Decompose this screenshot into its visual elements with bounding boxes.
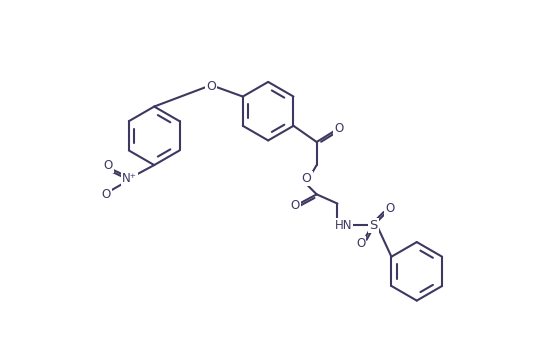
Text: O: O	[385, 202, 394, 215]
Text: HN: HN	[335, 218, 352, 232]
Text: O: O	[102, 188, 111, 201]
Text: O: O	[356, 237, 365, 250]
Text: N⁺: N⁺	[122, 172, 137, 185]
Text: O: O	[206, 80, 216, 93]
Text: O: O	[302, 172, 312, 185]
Text: S: S	[369, 218, 378, 232]
Text: O: O	[334, 121, 344, 135]
Text: O: O	[290, 199, 300, 213]
Text: O: O	[103, 159, 112, 172]
